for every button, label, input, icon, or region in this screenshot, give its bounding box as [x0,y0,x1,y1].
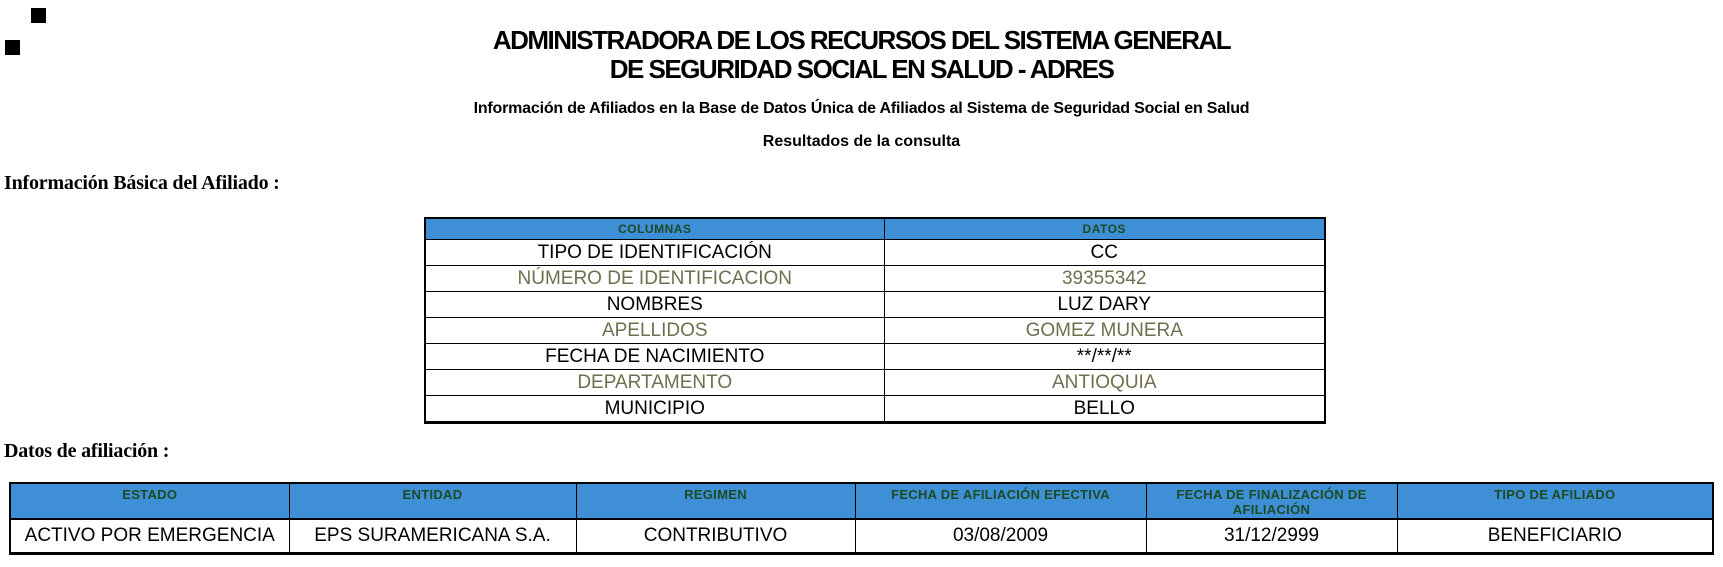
table-row: NÚMERO DE IDENTIFICACION 39355342 [424,265,1326,292]
regimen-value: CONTRIBUTIVO [575,518,856,554]
row-label: NOMBRES [424,291,885,318]
row-label: NÚMERO DE IDENTIFICACION [424,265,885,292]
basic-info-heading: Información Básica del Afiliado : [4,172,280,194]
broken-image-icon [5,40,20,55]
column-header-datos: DATOS [883,217,1326,240]
tipo-afiliado-value: BENEFICIARIO [1396,518,1714,554]
basic-info-table: COLUMNAS DATOS TIPO DE IDENTIFICACIÓN CC… [424,217,1326,424]
row-value: 39355342 [883,265,1326,292]
page-subtitle: Información de Afiliados en la Base de D… [473,100,1250,117]
page-title: ADMINISTRADORA DE LOS RECURSOS DEL SISTE… [0,26,1723,84]
row-label: FECHA DE NACIMIENTO [424,343,885,370]
table-row: MUNICIPIO BELLO [424,395,1326,423]
column-header-columnas: COLUMNAS [424,217,885,240]
entidad-value: EPS SURAMERICANA S.A. [288,518,577,554]
row-label: TIPO DE IDENTIFICACIÓN [424,239,885,266]
affiliation-header-row: ESTADO ENTIDAD REGIMEN FECHA DE AFILIACI… [9,482,1714,520]
column-header-tipo-afiliado: TIPO DE AFILIADO [1396,482,1714,520]
fecha-finalizacion-value: 31/12/2999 [1145,518,1398,554]
fecha-afiliacion-value: 03/08/2009 [854,518,1147,554]
column-header-regimen: REGIMEN [575,482,856,520]
row-value: BELLO [883,395,1326,423]
row-label: MUNICIPIO [424,395,885,423]
row-value: GOMEZ MUNERA [883,317,1326,344]
page-title-line1: ADMINISTRADORA DE LOS RECURSOS DEL SISTE… [492,25,1232,55]
column-header-entidad: ENTIDAD [288,482,577,520]
basic-info-header-row: COLUMNAS DATOS [424,217,1326,240]
affiliation-table: ESTADO ENTIDAD REGIMEN FECHA DE AFILIACI… [9,482,1714,555]
affiliation-heading: Datos de afiliación : [4,440,170,462]
row-label: APELLIDOS [424,317,885,344]
results-label: Resultados de la consulta [762,133,961,150]
table-row: TIPO DE IDENTIFICACIÓN CC [424,239,1326,266]
table-row: APELLIDOS GOMEZ MUNERA [424,317,1326,344]
table-row: NOMBRES LUZ DARY [424,291,1326,318]
row-value: ANTIOQUIA [883,369,1326,396]
table-row: DEPARTAMENTO ANTIOQUIA [424,369,1326,396]
row-value: **/**/** [883,343,1326,370]
column-header-estado: ESTADO [9,482,290,520]
broken-image-icon [31,8,46,23]
affiliation-data-row: ACTIVO POR EMERGENCIA EPS SURAMERICANA S… [9,518,1714,554]
column-header-fecha-afiliacion: FECHA DE AFILIACIÓN EFECTIVA [854,482,1147,520]
page-title-line2: DE SEGURIDAD SOCIAL EN SALUD - ADRES [609,54,1115,84]
table-row: FECHA DE NACIMIENTO **/**/** [424,343,1326,370]
row-value: LUZ DARY [883,291,1326,318]
row-value: CC [883,239,1326,266]
column-header-fecha-finalizacion: FECHA DE FINALIZACIÓN DE AFILIACIÓN [1145,482,1398,520]
estado-value: ACTIVO POR EMERGENCIA [9,518,290,554]
row-label: DEPARTAMENTO [424,369,885,396]
